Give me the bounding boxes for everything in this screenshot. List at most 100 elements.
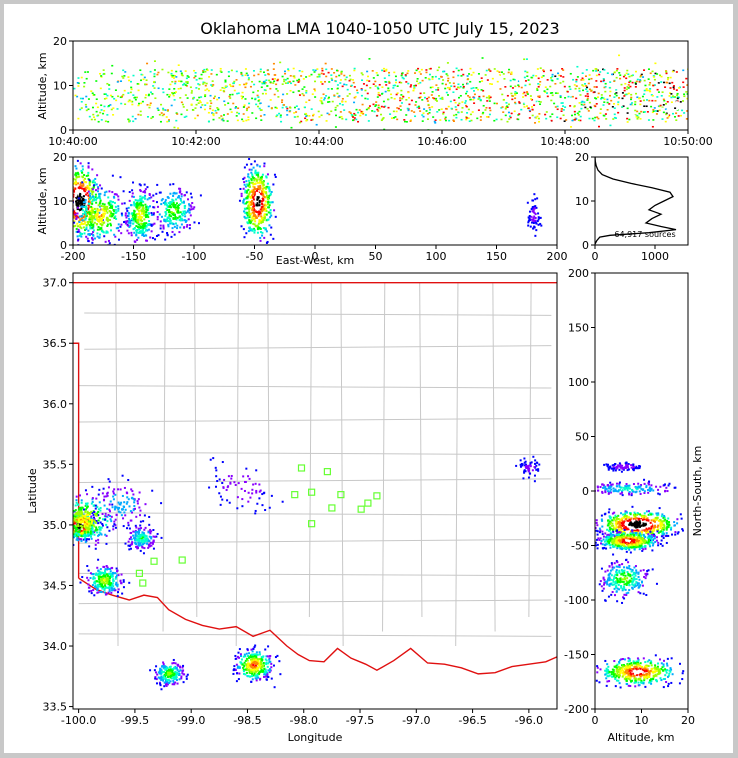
source-point (564, 106, 567, 108)
source-point (414, 115, 417, 118)
source-point (113, 97, 116, 100)
source-point (390, 117, 393, 119)
source-point (269, 193, 272, 196)
source-point (186, 109, 189, 111)
source-point (593, 104, 596, 107)
source-point (657, 91, 660, 93)
source-point (111, 214, 114, 217)
source-point (74, 195, 77, 198)
source-point (475, 87, 478, 89)
source-point (157, 109, 160, 111)
source-point (344, 100, 347, 103)
source-point (88, 182, 91, 185)
source-point (106, 220, 109, 223)
source-point (478, 81, 481, 83)
source-point (662, 98, 665, 101)
source-point (65, 174, 67, 176)
source-point (88, 521, 91, 524)
source-point (63, 183, 65, 185)
source-point (86, 533, 89, 536)
source-point (253, 191, 256, 194)
source-point (112, 114, 115, 116)
source-point (206, 102, 209, 104)
source-point (113, 587, 116, 590)
source-point (94, 218, 97, 221)
source-point (519, 80, 522, 82)
source-point (267, 206, 270, 209)
source-point (345, 76, 348, 79)
source-point (240, 71, 243, 74)
source-point (150, 536, 153, 539)
source-point (602, 80, 605, 83)
source-point (135, 96, 138, 99)
source-point (128, 548, 131, 551)
source-point (113, 201, 116, 204)
source-point (89, 227, 92, 230)
source-point (241, 74, 244, 77)
source-point (345, 83, 348, 86)
source-point (68, 531, 70, 533)
source-point (93, 211, 96, 214)
source-point (108, 590, 111, 593)
source-point (81, 219, 84, 222)
source-point (252, 91, 255, 94)
source-point (145, 208, 148, 211)
source-point (235, 79, 238, 81)
source-point (613, 116, 616, 119)
source-point (538, 216, 541, 219)
source-point (251, 203, 254, 206)
source-point (121, 202, 124, 205)
source-point (232, 82, 235, 84)
source-point (425, 69, 428, 71)
source-point (138, 212, 141, 215)
source-point (642, 99, 645, 102)
source-point (84, 186, 87, 189)
source-point (159, 120, 162, 123)
source-point (623, 89, 626, 92)
source-point (73, 534, 75, 537)
source-point (478, 95, 481, 98)
source-point (608, 80, 611, 82)
source-point (253, 214, 256, 217)
source-point (241, 95, 244, 98)
source-point (101, 575, 104, 578)
source-point (96, 528, 99, 531)
source-point (457, 96, 460, 99)
source-point (488, 78, 491, 81)
source-point (84, 537, 87, 540)
source-point (103, 93, 106, 95)
source-point (90, 221, 93, 224)
source-point (157, 87, 160, 90)
source-point (530, 106, 533, 108)
source-point (138, 207, 141, 210)
source-point (383, 106, 386, 108)
source-point (142, 212, 145, 215)
source-point (139, 202, 142, 205)
source-point (524, 70, 527, 73)
source-point (151, 93, 154, 95)
source-point (109, 500, 112, 503)
source-point (300, 75, 303, 77)
source-point (162, 226, 165, 229)
source-point (284, 72, 287, 75)
source-point (143, 222, 146, 225)
source-point (406, 72, 409, 75)
source-point (144, 96, 147, 99)
source-point (148, 515, 151, 518)
source-point (82, 179, 85, 182)
source-point (197, 102, 200, 104)
source-point (91, 584, 94, 587)
source-point (89, 180, 92, 183)
source-point (109, 210, 112, 213)
source-point (446, 62, 449, 64)
source-point (348, 79, 351, 82)
source-point (203, 81, 206, 84)
source-point (58, 174, 60, 176)
source-point (281, 83, 284, 85)
source-point (297, 81, 300, 83)
source-point (78, 230, 81, 233)
source-point (272, 183, 275, 186)
source-point (85, 106, 88, 108)
source-point (50, 176, 52, 178)
source-point (486, 100, 489, 102)
